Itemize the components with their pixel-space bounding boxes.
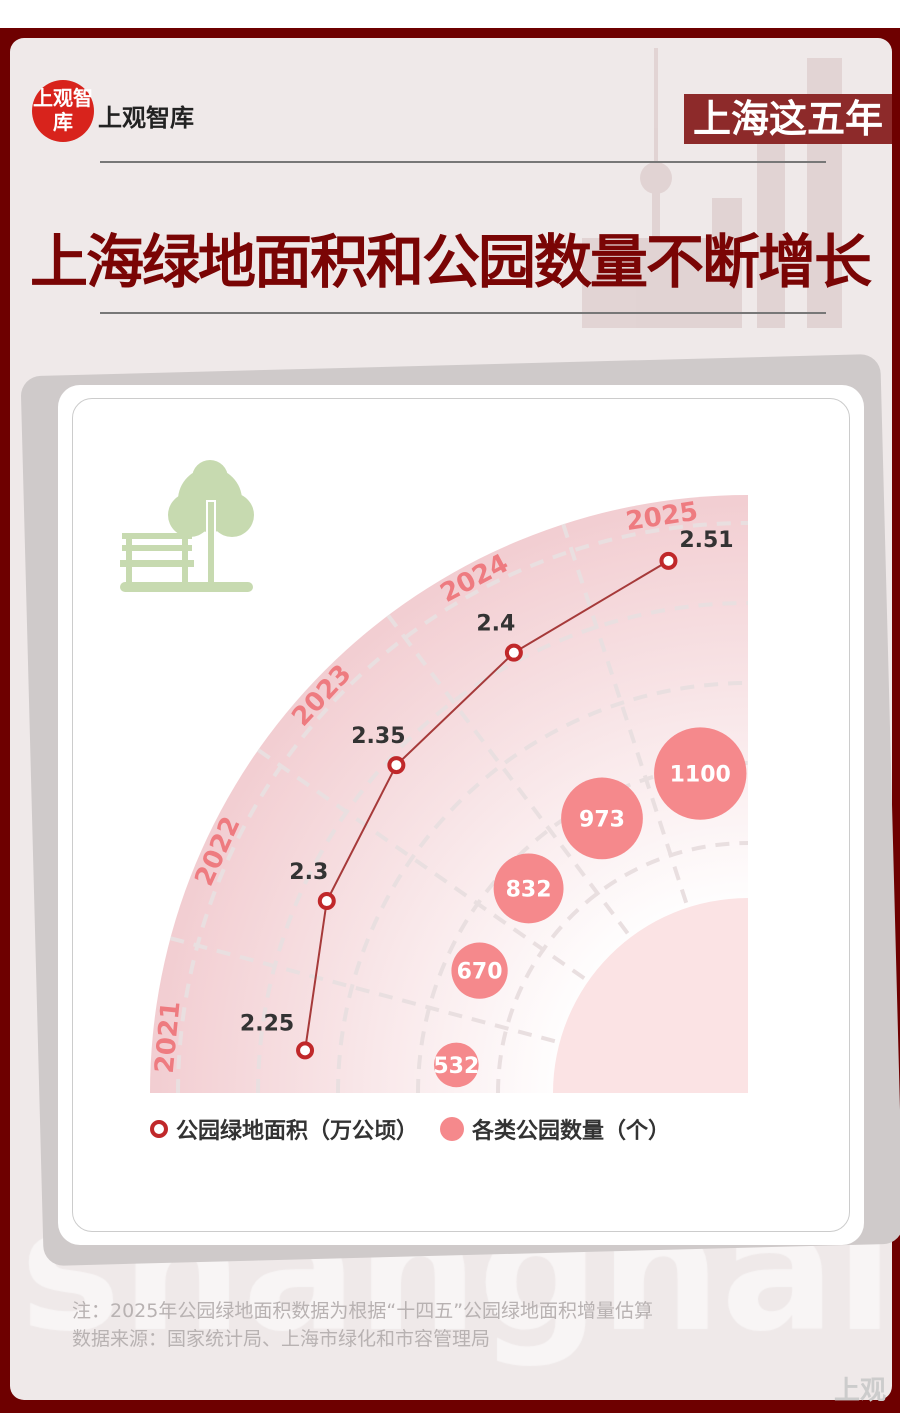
grid-radial [169, 936, 556, 1044]
legend-bubble-marker [440, 1117, 465, 1141]
line-point [659, 551, 678, 570]
line-point [504, 643, 523, 662]
source: 数据来源：国家统计局、上海市绿化和市容管理局 [72, 1328, 491, 1350]
grid-radial [256, 748, 586, 980]
legend: 公园绿地面积（万公顷） 各类公园数量（个） [150, 1113, 670, 1145]
logo-text: 上观智库 [98, 104, 194, 132]
grid-radial [561, 523, 689, 904]
legend-line-marker [150, 1120, 168, 1138]
year-label: 2021 [150, 1000, 187, 1075]
page-title: 上海绿地面积和公园数量不断增长 [29, 228, 872, 296]
point-label: 2.35 [351, 724, 405, 749]
bubble-label: 973 [579, 807, 625, 832]
bubble [434, 1042, 479, 1088]
divider [100, 312, 826, 314]
bubble-label: 1100 [670, 763, 731, 788]
line-point [387, 756, 406, 775]
point-label: 2.3 [289, 860, 328, 885]
legend-label: 公园绿地面积（万公顷） [176, 1119, 419, 1144]
bubble-label: 532 [433, 1054, 479, 1079]
point-label: 2.51 [679, 528, 733, 553]
divider [100, 161, 826, 163]
bubble-label: 670 [457, 960, 503, 985]
series-tag: 上海这五年 [684, 94, 892, 144]
grid-radial [386, 614, 630, 935]
fan-background [150, 495, 748, 1093]
inner-sector [553, 898, 748, 1093]
line-point [296, 1041, 315, 1060]
grid-arc [496, 841, 749, 1094]
chart-card-border [72, 398, 850, 1232]
bubble [493, 853, 564, 924]
point-label: 2.4 [476, 612, 515, 637]
park-bench-tree-icon [120, 460, 254, 592]
bubble [451, 942, 508, 999]
grid-arc [336, 681, 749, 1094]
bubble-label: 832 [506, 877, 552, 902]
grid-arc [256, 601, 749, 1094]
footnote: 注：2025年公园绿地面积数据为根据“十四五”公园绿地面积增量估算 [72, 1300, 654, 1322]
line-point [317, 892, 336, 911]
bubble [654, 727, 747, 820]
point-label: 2.25 [240, 1011, 294, 1036]
bubble [561, 777, 643, 860]
watermark-stamp: 上观 [833, 1376, 886, 1406]
logo: 上观智库 [32, 80, 94, 142]
legend-label: 各类公园数量（个） [472, 1119, 671, 1144]
